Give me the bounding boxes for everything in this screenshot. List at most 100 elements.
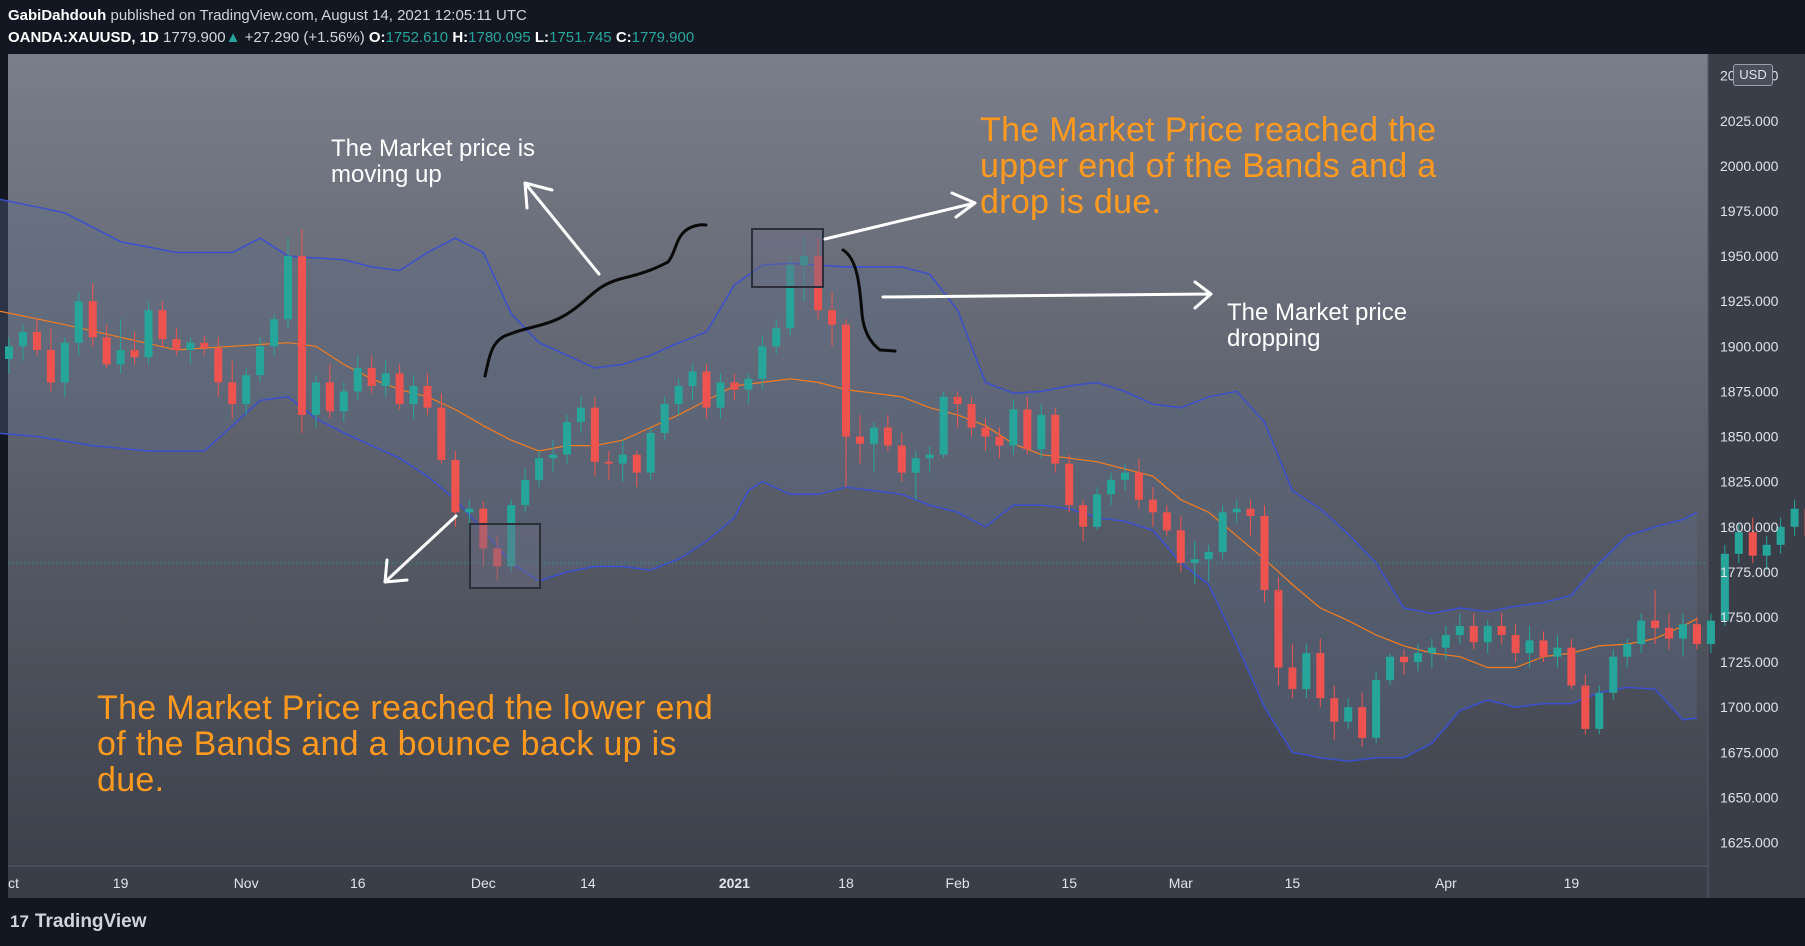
candle-body (828, 310, 837, 325)
candle-body (423, 386, 432, 408)
candle (353, 355, 362, 401)
candle-body (353, 367, 362, 392)
author-name[interactable]: GabiDahdouh (8, 7, 107, 24)
candle (1148, 487, 1157, 527)
price-tick-label: 1850.000 (1720, 429, 1779, 445)
candle (325, 364, 334, 419)
last-price: 1779.900 (163, 29, 226, 46)
price-chart[interactable]: 1625.000 1650.000 1675.000 1700.000 1725.000… (0, 54, 1805, 898)
candle (1665, 613, 1674, 650)
close-value: 1779.900 (631, 29, 695, 46)
candle (730, 373, 739, 401)
candle (1595, 685, 1604, 735)
candle (1525, 626, 1534, 668)
candle-body (214, 348, 223, 383)
candle-body (1637, 620, 1646, 645)
candle (1441, 626, 1450, 661)
symbol-info: OANDA:XAUUSD, 1D 1779.900▲ +27.290 (+1.5… (8, 29, 694, 46)
candle-body (981, 427, 990, 437)
candle (32, 319, 41, 356)
candle (1553, 635, 1562, 668)
time-tick-label: Feb (946, 875, 970, 891)
candle (88, 283, 97, 347)
candle (228, 360, 237, 419)
candle (451, 450, 460, 527)
price-axis-background (1708, 54, 1805, 898)
candle (1776, 517, 1785, 554)
candle (688, 364, 697, 401)
candle (1400, 649, 1408, 675)
candle-body (758, 346, 767, 379)
price-tick-label: 2025.000 (1720, 113, 1779, 129)
price-axis-labels: 1625.000 1650.000 1675.000 1700.000 1725.000… (1720, 68, 1779, 851)
candle-body (1246, 508, 1255, 516)
candle-body (1260, 515, 1269, 590)
candle-body (1581, 685, 1590, 729)
time-tick-label: Apr (1435, 875, 1457, 891)
candle (618, 440, 627, 482)
currency-badge[interactable]: USD (1733, 64, 1773, 86)
candle-body (158, 310, 167, 340)
candle-body (1232, 508, 1241, 513)
candle-body (1706, 620, 1715, 645)
candle-body (883, 427, 892, 446)
candle (1316, 638, 1325, 708)
candle-body (618, 454, 627, 464)
time-tick-label: 2021 (719, 875, 750, 891)
candle (702, 364, 711, 419)
candle (1358, 692, 1367, 747)
candle (995, 427, 1004, 459)
candle (1623, 638, 1632, 668)
high-label: H: (452, 29, 469, 46)
candle (1469, 613, 1478, 650)
candle-body (953, 396, 962, 405)
upper-band-highlight-box (751, 228, 824, 288)
candle-body (549, 454, 558, 459)
candle (535, 450, 544, 488)
candle (284, 238, 292, 329)
candle-body (1148, 499, 1157, 513)
candle (1455, 613, 1464, 645)
candle (911, 450, 920, 500)
candle-body (1539, 640, 1548, 657)
candle-body (730, 382, 739, 390)
candle-body (925, 454, 934, 459)
candle (1079, 499, 1088, 542)
candle-body (5, 346, 13, 359)
candle-body (1316, 653, 1325, 699)
tradingview-logo[interactable]: 17 TradingView (10, 911, 147, 933)
candle (102, 324, 111, 368)
candle (1762, 535, 1771, 571)
symbol-name[interactable]: OANDA:XAUUSD, 1D (8, 29, 159, 46)
candle-body (1776, 526, 1785, 545)
lower-band-highlight-box (469, 523, 541, 589)
candle (674, 378, 683, 415)
candle (297, 229, 306, 433)
price-tick-label: 1825.000 (1720, 474, 1779, 490)
low-label: L: (534, 29, 550, 46)
candle-body (576, 407, 585, 423)
candle-body (311, 382, 320, 415)
candle-body (563, 422, 571, 455)
candle (1232, 499, 1241, 524)
candle (563, 414, 571, 464)
candle (1790, 499, 1799, 536)
dropping-annotation: The Market price dropping (1227, 299, 1408, 352)
time-tick-label: Mar (1169, 875, 1193, 891)
price-tick-label: 1700.000 (1720, 699, 1779, 715)
tradingview-logo-icon: 17 (10, 912, 29, 931)
publish-date: published on TradingView.com, August 14,… (110, 7, 527, 24)
candle-body (172, 339, 181, 350)
candle-body (1567, 647, 1576, 686)
candle (46, 328, 55, 392)
lower-band-annotation: The Market Price reached the lower end o… (97, 689, 714, 799)
candle (632, 450, 641, 488)
candle-body (660, 404, 669, 433)
price-tick-label: 1800.000 (1720, 519, 1779, 535)
candle-body (395, 373, 404, 405)
price-tick-label: 1625.000 (1720, 835, 1779, 851)
candle (842, 319, 850, 488)
time-axis-background (8, 866, 1708, 898)
candle (1748, 517, 1757, 563)
candle-body (1441, 635, 1450, 648)
